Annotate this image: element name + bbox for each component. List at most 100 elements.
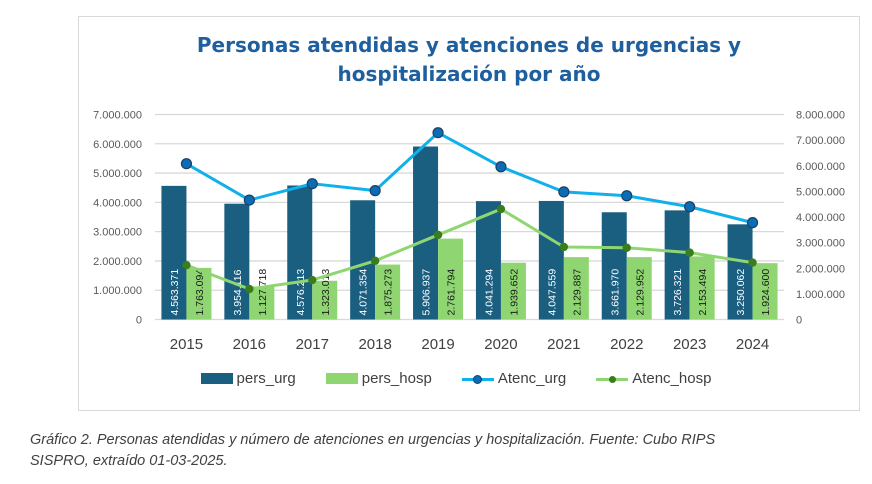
bar-pers-urg [475, 201, 501, 320]
bar-pers-hosp [312, 280, 338, 320]
marker-atenc-urg [180, 158, 193, 170]
chart-frame [78, 16, 860, 411]
caption-line-1: Gráfico 2. Personas atendidas y número d… [30, 432, 716, 448]
bar-pers-urg [601, 212, 627, 320]
bar-data-label: 1.939.652 [508, 269, 520, 316]
legend-item-pers-urg: pers_urg [200, 370, 296, 387]
legend-item-atenc-urg: Atenc_urg [461, 370, 567, 387]
y-axis-left: 0 1.000.000 2.000.000 3.000.000 4.000.000 5.0… [93, 110, 142, 327]
y-left-tick-label: 1.000.000 [93, 285, 142, 297]
bar-pers-urg [350, 200, 376, 320]
y-right-tick-label: 8.000.000 [796, 110, 845, 122]
y-left-tick-label: 0 [136, 315, 142, 327]
bar-pers-urg [538, 200, 564, 320]
y-left-tick-label: 3.000.000 [93, 227, 142, 239]
marker-atenc-hosp [685, 248, 694, 257]
chart-title: Personas atendidas y atenciones de urgen… [78, 31, 860, 89]
marker-atenc-hosp [182, 260, 191, 270]
bar-data-label: 2.761.794 [446, 269, 458, 316]
bar-pers-hosp [438, 238, 464, 320]
bar-pers-hosp [563, 257, 589, 320]
bar-pers-urg [727, 224, 753, 320]
y-left-tick-label: 7.000.000 [93, 110, 142, 122]
bar-data-label: 3.954.116 [232, 269, 244, 315]
y-right-tick-label: 1.000.000 [796, 289, 845, 301]
x-tick-label: 2023 [673, 336, 706, 353]
y-right-tick-label: 0 [796, 315, 802, 327]
x-tick-label: 2019 [421, 336, 454, 353]
figure-caption: Gráfico 2. Personas atendidas y número d… [30, 430, 870, 472]
x-tick-label: 2024 [736, 336, 769, 353]
chart-title-line-2: hospitalización por año [337, 62, 601, 86]
marker-atenc-hosp [559, 242, 569, 252]
marker-atenc-hosp [748, 258, 757, 267]
y-right-tick-label: 4.000.000 [796, 212, 845, 224]
bar-data-label: 2.129.952 [634, 269, 646, 316]
bar-pers-urg [224, 203, 250, 320]
bar-pers-hosp [375, 264, 401, 320]
x-tick-label: 2018 [358, 336, 391, 353]
marker-atenc-hosp [496, 204, 506, 214]
x-axis: 2015 2016 2017 2018 2019 2020 2021 2022 2023 2024 [170, 336, 769, 353]
bar-data-label: 1.924.600 [760, 269, 772, 316]
marker-atenc-urg [621, 190, 633, 202]
bar-pers-urg [413, 146, 439, 320]
bar-data-label: 3.661.970 [609, 269, 621, 316]
y-right-tick-label: 6.000.000 [796, 161, 845, 173]
legend-line-atenc-urg [461, 373, 494, 385]
bar-data-label: 4.563.371 [169, 269, 181, 316]
caption-line-2: SISPRO, extraído 01-03-2025. [30, 453, 228, 469]
bar-pers-hosp [249, 286, 275, 320]
y-axis-right: 0 1.000.000 2.000.000 3.000.000 4.000.000 5.0… [796, 110, 845, 327]
y-right-tick-label: 5.000.000 [796, 186, 845, 198]
marker-atenc-urg [746, 217, 759, 229]
marker-atenc-urg [369, 185, 381, 197]
y-left-tick-label: 4.000.000 [93, 197, 142, 209]
marker-atenc-urg [306, 178, 318, 190]
legend-item-pers-hosp: pers_hosp [325, 370, 432, 387]
bars [161, 146, 778, 320]
x-tick-label: 2020 [484, 336, 517, 353]
marker-atenc-hosp [622, 243, 631, 252]
x-tick-label: 2015 [170, 336, 203, 353]
bar-data-label: 4.576.213 [295, 269, 307, 316]
bar-data-label: 1.127.718 [257, 269, 269, 316]
bar-data-label: 1.323.013 [320, 269, 332, 316]
bar-data-label: 4.071.354 [358, 269, 370, 316]
legend-line-atenc-hosp [596, 373, 629, 385]
legend-swatch-pers-urg [200, 373, 233, 384]
bar-pers-urg [287, 185, 313, 320]
marker-atenc-hosp [245, 284, 254, 294]
bar-pers-hosp [689, 256, 715, 320]
marker-atenc-urg [684, 201, 696, 213]
bar-data-labels: 4.563.371 1.763.094 3.954.116 1.127.718 4.57… [169, 269, 772, 316]
y-right-tick-label: 2.000.000 [796, 263, 845, 275]
bar-data-label: 5.906.937 [421, 269, 433, 316]
bar-pers-urg [161, 185, 187, 320]
x-tick-label: 2021 [547, 336, 580, 353]
x-tick-label: 2016 [233, 336, 266, 353]
bar-pers-hosp [500, 262, 526, 320]
lines [180, 127, 759, 294]
marker-atenc-hosp [308, 275, 317, 285]
bar-pers-hosp [626, 257, 652, 320]
marker-atenc-urg [243, 194, 255, 206]
line-atenc-hosp [185, 207, 753, 291]
bar-data-label: 1.875.273 [383, 269, 395, 316]
marker-atenc-urg [432, 127, 444, 139]
bar-pers-urg [664, 210, 690, 320]
legend-label-atenc-hosp: Atenc_hosp [632, 370, 712, 387]
bar-data-label: 3.726.321 [672, 269, 684, 316]
marker-atenc-hosp [370, 256, 380, 266]
x-tick-label: 2017 [296, 336, 329, 353]
legend-item-atenc-hosp: Atenc_hosp [596, 370, 711, 387]
bar-data-label: 4.047.559 [546, 269, 558, 316]
bar-data-label: 3.250.062 [735, 269, 747, 316]
legend: pers_urg pers_hosp Atenc_urg Atenc_hosp [0, 370, 872, 387]
bar-pers-hosp [186, 267, 212, 320]
legend-label-atenc-urg: Atenc_urg [497, 370, 567, 387]
bar-data-label: 4.041.294 [483, 269, 495, 316]
legend-label-pers-urg: pers_urg [236, 370, 296, 387]
legend-swatch-pers-hosp [325, 373, 358, 384]
